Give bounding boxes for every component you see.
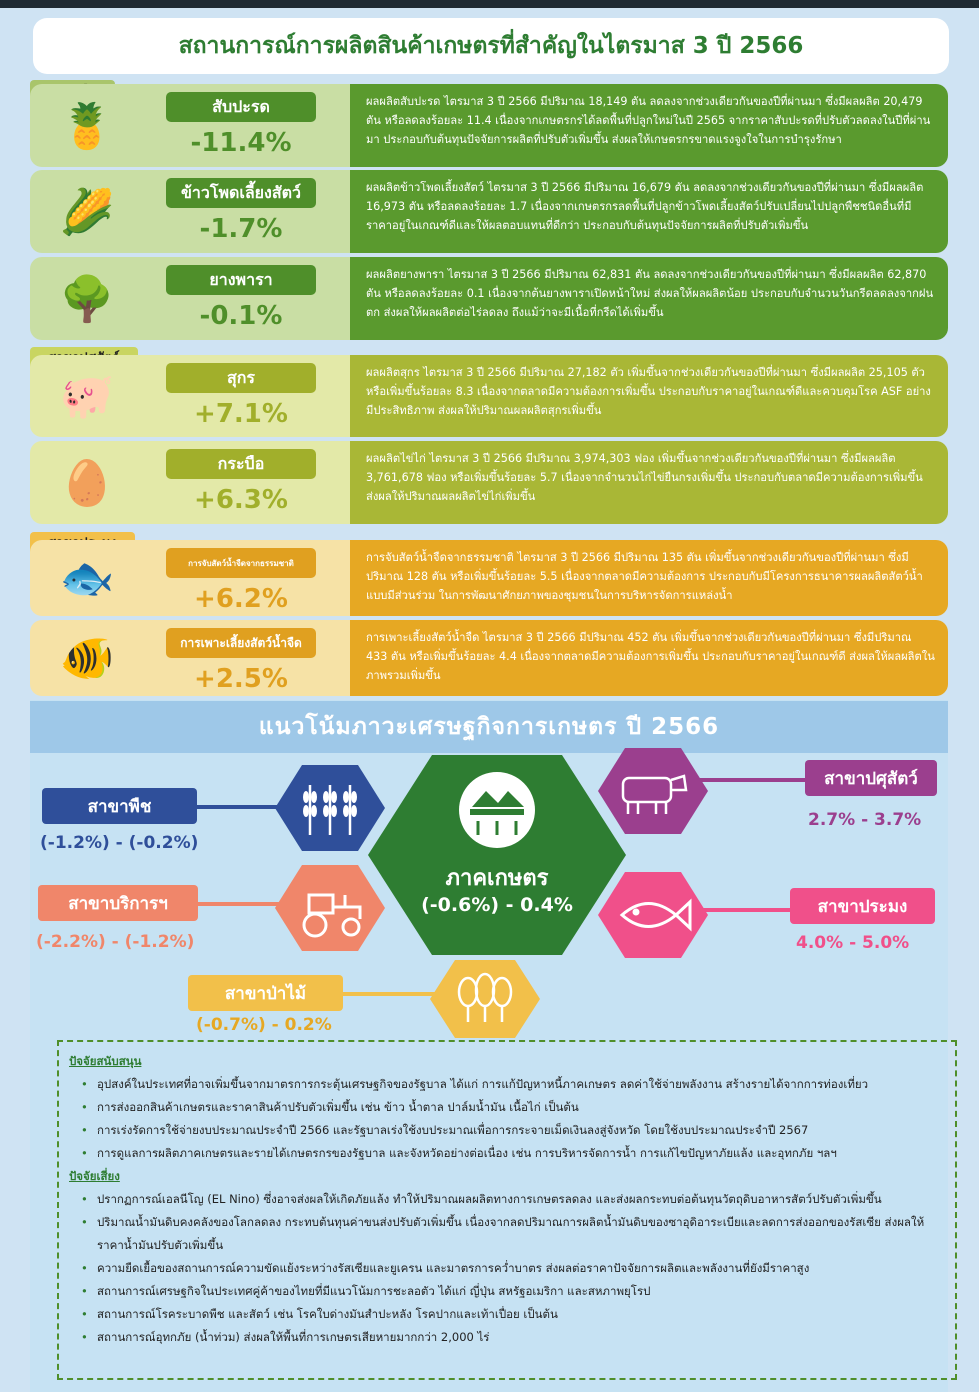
forest-pill: สาขาป่าไม้ [188, 975, 343, 1011]
card-label: การเพาะเลี้ยงสัตว์น้ำจืด [166, 628, 316, 658]
crop-range: (-1.2%) - (-0.2%) [40, 833, 199, 853]
card-pig: 🐖 สุกร +7.1% ผลผลิตสุกร ไตรมาส 3 ปี 2566… [30, 355, 948, 437]
card-text: ผลผลิตไข่ไก่ ไตรมาส 3 ปี 2566 มีปริมาณ 3… [350, 441, 948, 524]
corn-icon: 🌽 [59, 186, 115, 238]
list-item: ปรากฏการณ์เอลนีโญ (EL Nino) ซึ่งอาจส่งผล… [77, 1188, 945, 1211]
tractor-icon [275, 865, 385, 951]
card-percent: +7.1% [194, 399, 288, 429]
crop-pill: สาขาพืช [42, 788, 197, 824]
top-bar [0, 0, 979, 8]
service-pill: สาขาบริการฯ [38, 885, 198, 921]
card-percent: -0.1% [199, 301, 283, 331]
cow-icon [598, 748, 708, 834]
connector-line [195, 805, 305, 809]
card-text: ผลผลิตสับปะรด ไตรมาส 3 ปี 2566 มีปริมาณ … [350, 84, 948, 167]
card-label: กระบือ [166, 449, 316, 479]
connector-line [700, 908, 795, 912]
fishery-range: 4.0% - 5.0% [796, 933, 910, 953]
trend-title-bar: แนวโน้มภาวะเศรษฐกิจการเกษตร ปี 2566 [30, 701, 948, 753]
card-text: การเพาะเลี้ยงสัตว์น้ำจืด ไตรมาส 3 ปี 256… [350, 620, 948, 696]
service-range: (-2.2%) - (-1.2%) [36, 932, 195, 952]
list-item: อุปสงค์ในประเทศที่อาจเพิ่มขึ้นจากมาตรการ… [77, 1073, 945, 1096]
support-heading: ปัจจัยสนับสนุน [69, 1054, 142, 1068]
center-hexagon [368, 755, 626, 955]
center-range: (-0.6%) - 0.4% [421, 894, 573, 916]
card-rubber: 🌳 ยางพารา -0.1% ผลผลิตยางพารา ไตรมาส 3 ป… [30, 257, 948, 340]
fish-icon: 🐟 [59, 553, 115, 604]
list-item: ปริมาณน้ำมันดิบคงคลังของโลกลดลง กระทบต้น… [77, 1211, 945, 1257]
rubber-tree-icon: 🌳 [59, 273, 115, 325]
card-pineapple: 🍍 สับปะรด -11.4% ผลผลิตสับปะรด ไตรมาส 3 … [30, 84, 948, 167]
card-percent: +6.2% [194, 584, 288, 614]
goldfish-icon: 🐠 [59, 633, 115, 684]
title-box: สถานการณ์การผลิตสินค้าเกษตรที่สำคัญในไตร… [33, 18, 949, 74]
card-percent: +2.5% [194, 664, 288, 694]
support-list: อุปสงค์ในประเทศที่อาจเพิ่มขึ้นจากมาตรการ… [77, 1073, 945, 1165]
risk-heading: ปัจจัยเสี่ยง [69, 1169, 120, 1183]
forest-range: (-0.7%) - 0.2% [196, 1015, 332, 1035]
card-label: สุกร [166, 363, 316, 393]
list-item: สถานการณ์โรคระบาดพืช และสัตว์ เช่น โรคใบ… [77, 1303, 945, 1326]
egg-icon: 🥚 [59, 457, 115, 509]
connector-line [690, 778, 810, 782]
risk-list: ปรากฏการณ์เอลนีโญ (EL Nino) ซึ่งอาจส่งผล… [77, 1188, 945, 1349]
card-label: ข้าวโพดเลี้ยงสัตว์ [166, 178, 316, 208]
trend-title: แนวโน้มภาวะเศรษฐกิจการเกษตร ปี 2566 [258, 714, 720, 740]
list-item: ความยืดเยื้อของสถานการณ์ความขัดแย้งระหว่… [77, 1257, 945, 1280]
livestock-pill: สาขาปศุสัตว์ [805, 760, 937, 796]
card-label: สับปะรด [166, 92, 316, 122]
card-percent: +6.3% [194, 485, 288, 515]
card-wild-fish: 🐟 การจับสัตว์น้ำจืดจากธรรมชาติ +6.2% การ… [30, 540, 948, 616]
card-label: ยางพารา [166, 265, 316, 295]
card-text: ผลผลิตยางพารา ไตรมาส 3 ปี 2566 มีปริมาณ … [350, 257, 948, 340]
fish-outline-icon [598, 872, 708, 958]
pineapple-icon: 🍍 [59, 100, 115, 152]
center-label: ภาคเกษตร [445, 866, 549, 891]
card-text: ผลผลิตสุกร ไตรมาส 3 ปี 2566 มีปริมาณ 27,… [350, 355, 948, 437]
card-egg: 🥚 กระบือ +6.3% ผลผลิตไข่ไก่ ไตรมาส 3 ปี … [30, 441, 948, 524]
wheat-icon [275, 765, 385, 851]
list-item: การดูแลการผลิตภาคเกษตรและรายได้เกษตรกรขอ… [77, 1142, 945, 1165]
card-percent: -1.7% [199, 214, 283, 244]
list-item: สถานการณ์เศรษฐกิจในประเทศคู่ค้าของไทยที่… [77, 1280, 945, 1303]
card-percent: -11.4% [190, 128, 292, 158]
card-corn: 🌽 ข้าวโพดเลี้ยงสัตว์ -1.7% ผลผลิตข้าวโพด… [30, 170, 948, 253]
list-item: การส่งออกสินค้าเกษตรและราคาสินค้าปรับตัว… [77, 1096, 945, 1119]
forest-icon [430, 960, 540, 1038]
fishery-pill: สาขาประมง [790, 888, 935, 924]
card-text: การจับสัตว์น้ำจืดจากธรรมชาติ ไตรมาส 3 ปี… [350, 540, 948, 616]
factors-box: ปัจจัยสนับสนุน อุปสงค์ในประเทศที่อาจเพิ่… [57, 1040, 957, 1380]
page-title: สถานการณ์การผลิตสินค้าเกษตรที่สำคัญในไตร… [178, 33, 804, 59]
card-text: ผลผลิตข้าวโพดเลี้ยงสัตว์ ไตรมาส 3 ปี 256… [350, 170, 948, 253]
connector-line [340, 992, 460, 996]
livestock-range: 2.7% - 3.7% [808, 810, 922, 830]
connector-line [195, 902, 305, 906]
list-item: สถานการณ์อุทกภัย (น้ำท่วม) ส่งผลให้พื้นท… [77, 1326, 945, 1349]
card-label: การจับสัตว์น้ำจืดจากธรรมชาติ [166, 548, 316, 578]
list-item: การเร่งรัดการใช้จ่ายงบประมาณประจำปี 2566… [77, 1119, 945, 1142]
card-aquaculture: 🐠 การเพาะเลี้ยงสัตว์น้ำจืด +2.5% การเพาะ… [30, 620, 948, 696]
pig-icon: 🐖 [59, 371, 115, 422]
